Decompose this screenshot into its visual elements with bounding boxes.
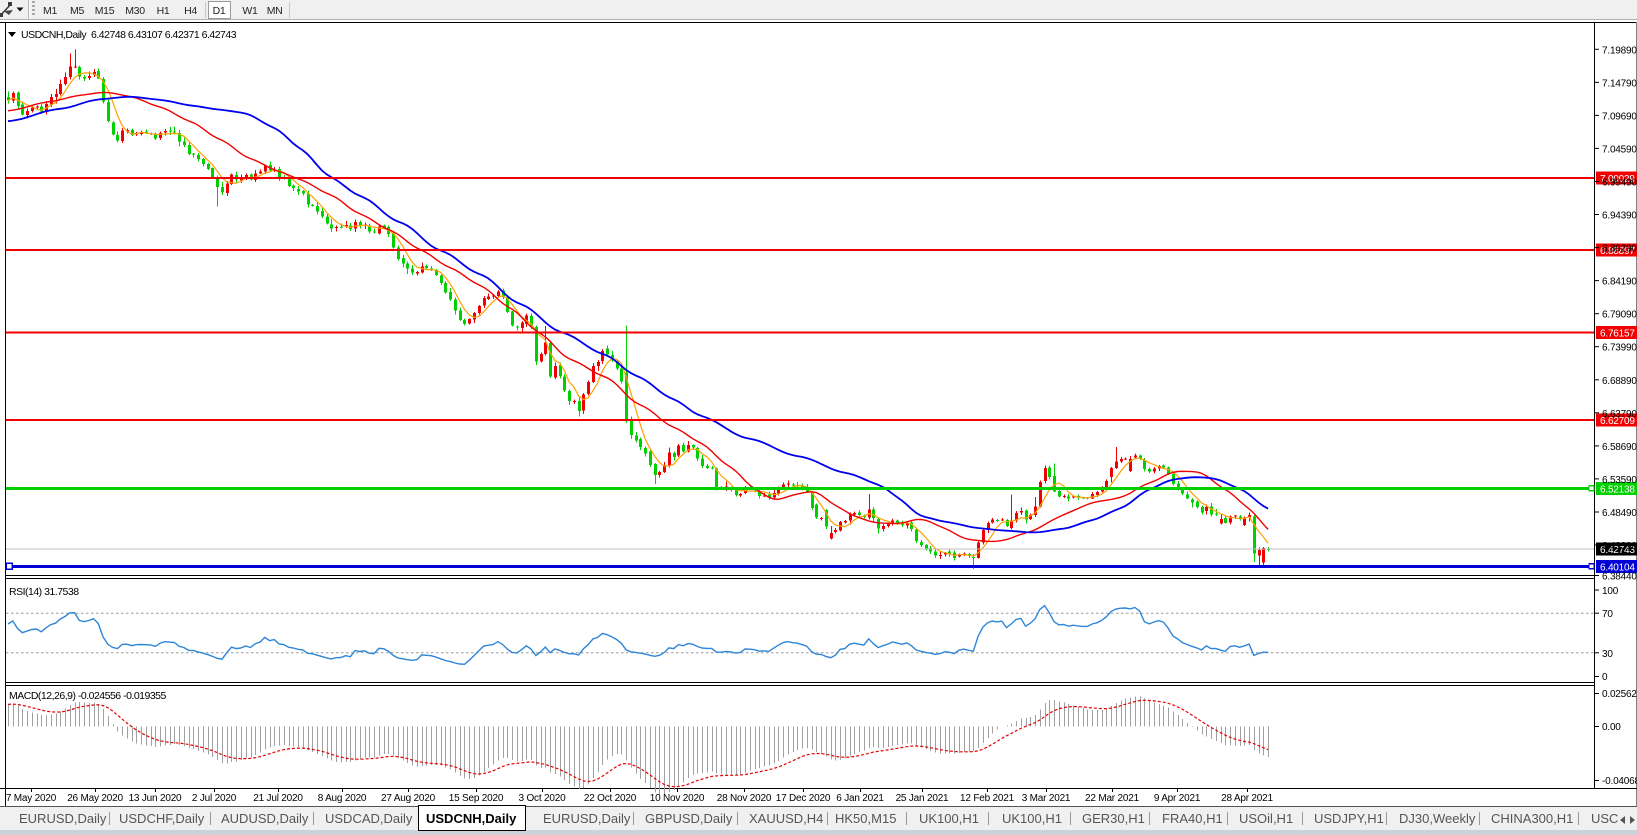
svg-text:13 Jun 2020: 13 Jun 2020: [129, 793, 182, 804]
svg-text:EURUSD,Daily: EURUSD,Daily: [543, 811, 631, 826]
svg-text:2 Jul 2020: 2 Jul 2020: [192, 793, 237, 804]
svg-text:HK50,M15: HK50,M15: [835, 811, 896, 826]
svg-text:USOil,H1: USOil,H1: [1239, 811, 1293, 826]
svg-text:UK100,H1: UK100,H1: [1002, 811, 1062, 826]
svg-text:7.19890: 7.19890: [1602, 45, 1637, 56]
svg-text:6.73990: 6.73990: [1602, 343, 1637, 354]
svg-text:22 Oct 2020: 22 Oct 2020: [584, 793, 637, 804]
svg-text:6.68890: 6.68890: [1602, 376, 1637, 387]
svg-text:6.89290: 6.89290: [1602, 244, 1637, 255]
svg-text:XAUUSD,H4: XAUUSD,H4: [749, 811, 823, 826]
svg-text:CHINA300,H1: CHINA300,H1: [1491, 811, 1573, 826]
svg-text:0.025623: 0.025623: [1602, 689, 1637, 700]
svg-text:6.53590: 6.53590: [1602, 475, 1637, 486]
svg-text:UK100,H1: UK100,H1: [919, 811, 979, 826]
svg-text:6 Jan 2021: 6 Jan 2021: [836, 793, 884, 804]
svg-text:28 Nov 2020: 28 Nov 2020: [717, 793, 772, 804]
svg-text:100: 100: [1602, 586, 1619, 597]
svg-text:3 Oct 2020: 3 Oct 2020: [519, 793, 567, 804]
svg-text:7.00029: 7.00029: [1600, 174, 1635, 185]
svg-text:EURUSD,Daily: EURUSD,Daily: [19, 811, 107, 826]
svg-text:21 Jul 2020: 21 Jul 2020: [253, 793, 303, 804]
svg-text:GER30,H1: GER30,H1: [1082, 811, 1145, 826]
svg-text:7.09690: 7.09690: [1602, 111, 1637, 122]
svg-text:6.48490: 6.48490: [1602, 508, 1637, 519]
svg-text:USDCNH,Daily 6.42748 6.43107: USDCNH,Daily 6.42748 6.43107 6.42371 6.4…: [21, 29, 237, 41]
svg-text:GBPUSD,Daily: GBPUSD,Daily: [645, 811, 733, 826]
svg-text:W1: W1: [242, 5, 258, 17]
svg-text:3 Mar 2021: 3 Mar 2021: [1022, 793, 1071, 804]
svg-text:RSI(14) 31.7538: RSI(14) 31.7538: [9, 586, 79, 598]
svg-text:0: 0: [1602, 672, 1608, 683]
svg-text:6.52138: 6.52138: [1600, 484, 1635, 495]
svg-text:M15: M15: [95, 5, 115, 17]
svg-text:6.42743: 6.42743: [1600, 545, 1635, 556]
svg-text:7.14790: 7.14790: [1602, 78, 1637, 89]
svg-text:26 May 2020: 26 May 2020: [67, 793, 123, 804]
svg-text:6.63790: 6.63790: [1602, 409, 1637, 420]
svg-text:22 Mar 2021: 22 Mar 2021: [1085, 793, 1140, 804]
svg-text:AUDUSD,Daily: AUDUSD,Daily: [221, 811, 309, 826]
svg-text:M30: M30: [125, 5, 145, 17]
svg-text:USDCAD,Daily: USDCAD,Daily: [325, 811, 413, 826]
svg-text:USDJPY,H1: USDJPY,H1: [1314, 811, 1384, 826]
svg-text:70: 70: [1602, 609, 1613, 620]
svg-text:30: 30: [1602, 649, 1613, 660]
svg-text:6.43390: 6.43390: [1602, 541, 1637, 552]
svg-text:6.99490: 6.99490: [1602, 178, 1637, 189]
svg-text:6.40104: 6.40104: [1600, 562, 1635, 573]
svg-text:6.38440: 6.38440: [1602, 572, 1637, 583]
svg-text:7.04590: 7.04590: [1602, 144, 1637, 155]
svg-text:MACD(12,26,9) -0.024556 -0.019: MACD(12,26,9) -0.024556 -0.019355: [9, 690, 167, 702]
svg-text:15 Sep 2020: 15 Sep 2020: [449, 793, 504, 804]
svg-text:28 Apr 2021: 28 Apr 2021: [1221, 793, 1273, 804]
svg-text:6.88897: 6.88897: [1600, 246, 1635, 257]
svg-text:6.58690: 6.58690: [1602, 442, 1637, 453]
svg-text:6.84190: 6.84190: [1602, 277, 1637, 288]
svg-text:6.62709: 6.62709: [1600, 416, 1635, 427]
svg-text:17 Dec 2020: 17 Dec 2020: [776, 793, 831, 804]
svg-text:MN: MN: [267, 5, 283, 17]
svg-text:M5: M5: [70, 5, 84, 17]
svg-text:H4: H4: [184, 5, 197, 17]
svg-text:10 Nov 2020: 10 Nov 2020: [650, 793, 705, 804]
svg-text:25 Jan 2021: 25 Jan 2021: [896, 793, 949, 804]
svg-text:0.00: 0.00: [1602, 722, 1621, 733]
svg-text:12 Feb 2021: 12 Feb 2021: [960, 793, 1015, 804]
svg-text:USDCHF,Daily: USDCHF,Daily: [119, 811, 205, 826]
svg-text:7 May 2020: 7 May 2020: [6, 793, 57, 804]
svg-text:D1: D1: [213, 5, 226, 17]
svg-text:6.94390: 6.94390: [1602, 211, 1637, 222]
svg-text:USC: USC: [1591, 811, 1618, 826]
svg-text:DJ30,Weekly: DJ30,Weekly: [1399, 811, 1476, 826]
svg-text:8 Aug 2020: 8 Aug 2020: [318, 793, 367, 804]
svg-text:H1: H1: [157, 5, 170, 17]
svg-text:6.79090: 6.79090: [1602, 310, 1637, 321]
svg-text:M1: M1: [43, 5, 57, 17]
svg-text:-0.04068: -0.04068: [1602, 776, 1637, 787]
svg-text:USDCNH,Daily: USDCNH,Daily: [426, 811, 517, 826]
svg-text:6.76157: 6.76157: [1600, 329, 1635, 340]
svg-text:FRA40,H1: FRA40,H1: [1162, 811, 1223, 826]
svg-text:9 Apr 2021: 9 Apr 2021: [1154, 793, 1201, 804]
svg-text:27 Aug 2020: 27 Aug 2020: [381, 793, 436, 804]
